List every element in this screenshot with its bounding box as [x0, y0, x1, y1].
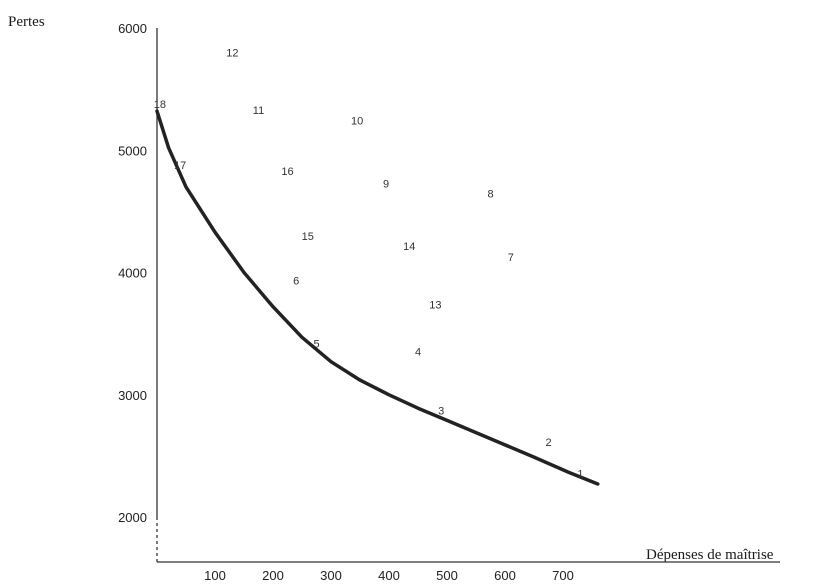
y-tick-label: 5000 — [118, 143, 147, 158]
point-label-6: 6 — [293, 275, 299, 287]
y-tick-label: 6000 — [118, 21, 147, 36]
point-label-3: 3 — [438, 406, 444, 418]
point-label-13: 13 — [429, 299, 441, 311]
y-axis-label: Pertes — [8, 14, 45, 30]
point-label-2: 2 — [545, 437, 551, 449]
point-label-1: 1 — [577, 469, 583, 481]
x-ticks: 100 200 300 400 500 600 700 — [204, 568, 574, 583]
y-tick-label: 3000 — [118, 388, 147, 403]
y-ticks: 2000 3000 4000 5000 6000 — [118, 21, 147, 525]
point-label-9: 9 — [383, 178, 389, 190]
point-label-10: 10 — [351, 115, 363, 127]
x-tick-label: 400 — [378, 568, 400, 583]
point-label-16: 16 — [281, 166, 293, 178]
x-tick-label: 300 — [320, 568, 342, 583]
point-label-15: 15 — [302, 231, 314, 243]
x-tick-label: 100 — [204, 568, 226, 583]
point-label-4: 4 — [415, 346, 421, 358]
point-label-14: 14 — [403, 241, 415, 253]
loss-curve — [155, 109, 600, 486]
point-label-12: 12 — [226, 47, 238, 59]
y-tick-label: 4000 — [118, 266, 147, 281]
point-label-17: 17 — [174, 160, 186, 172]
point-label-18: 18 — [154, 99, 166, 111]
x-axis-label: Dépenses de maîtrise — [646, 547, 774, 563]
point-label-11: 11 — [253, 105, 264, 117]
x-tick-label: 500 — [436, 568, 458, 583]
x-tick-label: 600 — [494, 568, 516, 583]
x-tick-label: 200 — [262, 568, 284, 583]
point-label-8: 8 — [487, 189, 493, 201]
point-label-7: 7 — [508, 252, 514, 264]
point-label-5: 5 — [313, 338, 319, 350]
x-tick-label: 700 — [552, 568, 574, 583]
y-tick-label: 2000 — [118, 510, 147, 525]
